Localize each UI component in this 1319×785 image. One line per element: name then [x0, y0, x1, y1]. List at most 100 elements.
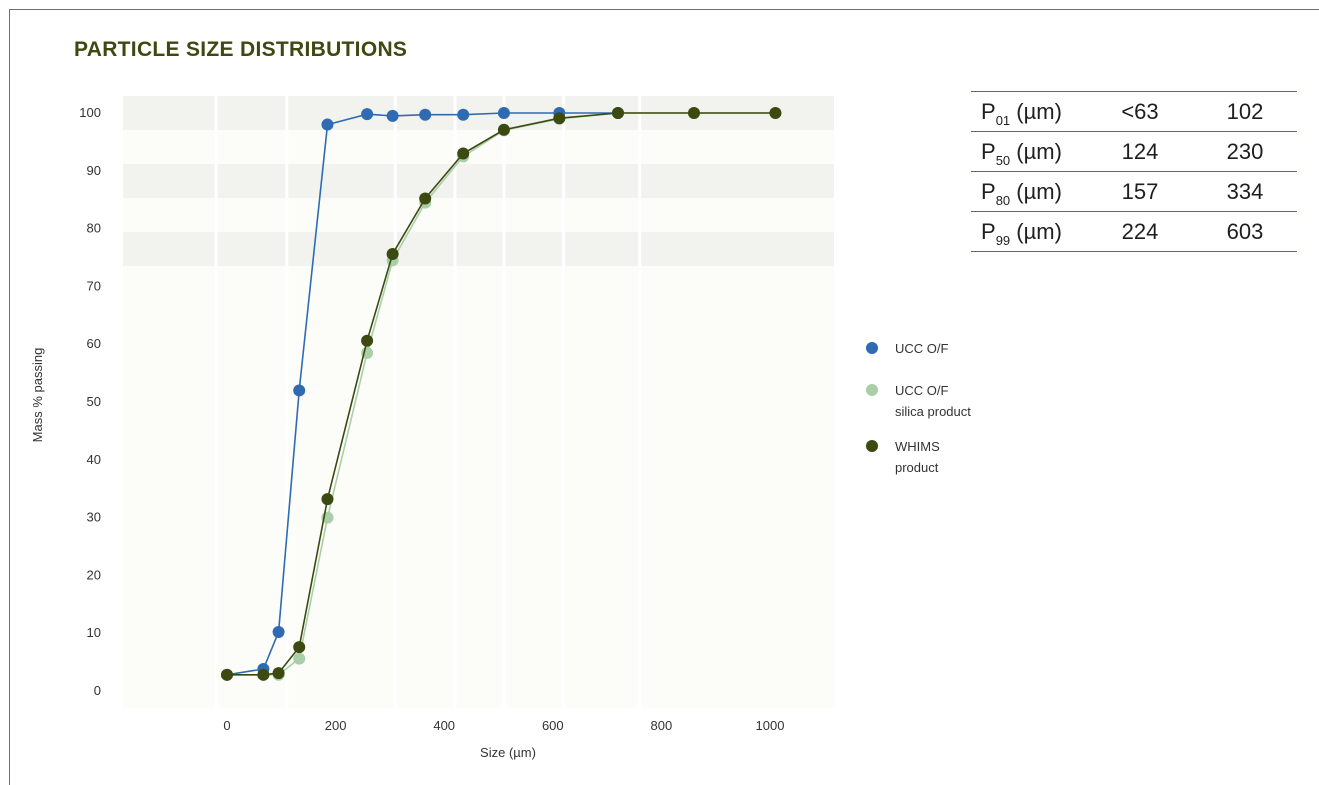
circle-marker-icon	[866, 384, 878, 396]
data-point	[457, 108, 470, 121]
background-band	[123, 436, 834, 471]
legend-label: UCC O/F silica product	[895, 380, 1025, 422]
legend-label: WHIMS product	[895, 436, 1025, 478]
percentile-value-whims: 102	[1193, 91, 1297, 132]
series-line	[226, 112, 618, 676]
data-point	[419, 108, 432, 121]
percentile-letter: P	[981, 178, 996, 204]
x-tick-label: 0	[223, 718, 230, 733]
data-point	[293, 641, 306, 654]
legend-label: UCC O/F	[895, 338, 1025, 359]
legend-label-line: UCC O/F	[895, 341, 949, 356]
background-band	[123, 504, 834, 539]
x-axis-label: Size (µm)	[480, 745, 536, 760]
data-point	[386, 109, 399, 122]
x-axis-ticks: 0 200 400 600 800 1000	[223, 718, 784, 733]
percentile-letter: P	[981, 98, 996, 124]
circle-marker-icon	[866, 342, 878, 354]
data-point	[272, 626, 285, 639]
background-band	[123, 674, 834, 709]
percentile-unit: (µm)	[1010, 138, 1062, 164]
percentile-unit: (µm)	[1010, 178, 1062, 204]
data-point	[361, 334, 374, 347]
data-point	[361, 108, 374, 121]
percentile-unit: (µm)	[1010, 218, 1062, 244]
percentile-value-whims: 603	[1193, 211, 1297, 252]
percentile-letter: P	[981, 138, 996, 164]
background-band	[123, 300, 834, 335]
percentile-label: P80 (µm)	[971, 171, 1087, 212]
x-tick-label: 600	[542, 718, 564, 733]
y-tick-label: 80	[87, 221, 101, 236]
background-band	[123, 232, 834, 267]
background-band	[123, 606, 834, 641]
background-band	[123, 164, 834, 199]
background-band	[123, 572, 834, 607]
y-axis-label: Mass % passing	[30, 348, 45, 443]
data-point	[419, 192, 432, 205]
chart-title: PARTICLE SIZE DISTRIBUTIONS	[74, 38, 408, 61]
data-point	[769, 107, 782, 119]
vertical-gridlines	[214, 96, 642, 708]
background-band	[123, 402, 834, 437]
y-tick-label: 50	[87, 394, 101, 409]
background-band	[123, 198, 834, 233]
percentile-row: P01 (µm) <63 102	[971, 91, 1297, 132]
percentile-subscript: 01	[995, 112, 1011, 128]
data-point	[321, 493, 334, 506]
percentile-subscript: 80	[995, 192, 1011, 208]
percentile-label: P01 (µm)	[971, 91, 1087, 132]
percentile-row: P80 (µm) 157 334	[971, 171, 1297, 212]
percentile-subscript: 50	[995, 152, 1011, 168]
y-tick-label: 30	[87, 510, 101, 525]
legend-label-line: WHIMS	[895, 439, 940, 454]
y-tick-label: 60	[87, 336, 101, 351]
legend-label-line: silica product	[895, 404, 971, 419]
data-point	[272, 667, 285, 680]
data-point	[221, 668, 233, 681]
legend-label-line: product	[895, 460, 939, 475]
percentile-row: P99 (µm) 224 603	[971, 211, 1297, 252]
percentile-label: P99 (µm)	[971, 211, 1087, 252]
data-point	[457, 147, 470, 160]
percentile-table: P01 (µm) <63 102 P50 (µm) 124 230 P80 (µm) 157 3…	[971, 91, 1297, 252]
percentile-value-ucc: 157	[1087, 171, 1193, 212]
chart-background-bands	[123, 96, 834, 709]
x-tick-label: 400	[433, 718, 455, 733]
background-band	[123, 266, 834, 301]
background-band	[123, 640, 834, 675]
figure-frame	[9, 9, 1319, 785]
y-tick-label: 40	[87, 452, 101, 467]
circle-marker-icon	[866, 440, 878, 452]
y-tick-label: 10	[87, 625, 101, 640]
data-point	[321, 118, 334, 131]
percentile-row: P50 (µm) 124 230	[971, 131, 1297, 172]
data-point	[497, 123, 510, 136]
data-point	[386, 248, 399, 261]
percentile-table-body: P01 (µm) <63 102 P50 (µm) 124 230 P80 (µm) 157 3…	[971, 91, 1297, 252]
x-tick-label: 800	[651, 718, 673, 733]
background-band	[123, 368, 834, 403]
data-point	[687, 107, 700, 119]
percentile-value-whims: 334	[1193, 171, 1297, 212]
data-point	[553, 112, 566, 125]
percentile-unit: (µm)	[1010, 98, 1062, 124]
percentile-letter: P	[981, 218, 996, 244]
background-band	[123, 470, 834, 505]
data-point	[257, 668, 270, 681]
legend-label-line: UCC O/F	[895, 383, 949, 398]
data-point	[497, 107, 510, 119]
x-tick-label: 200	[325, 718, 347, 733]
y-tick-label: 0	[94, 683, 101, 698]
background-band	[123, 538, 834, 573]
percentile-value-ucc: 124	[1087, 131, 1193, 172]
y-tick-label: 90	[87, 163, 101, 178]
y-axis-ticks: 0 10 20 30 40 50 60 70 80 90 100	[79, 105, 101, 698]
y-tick-label: 70	[87, 278, 101, 293]
x-tick-label: 1000	[756, 718, 785, 733]
y-tick-label: 100	[79, 105, 101, 120]
percentile-value-whims: 230	[1193, 131, 1297, 172]
data-point	[293, 384, 306, 397]
percentile-value-ucc: 224	[1087, 211, 1193, 252]
